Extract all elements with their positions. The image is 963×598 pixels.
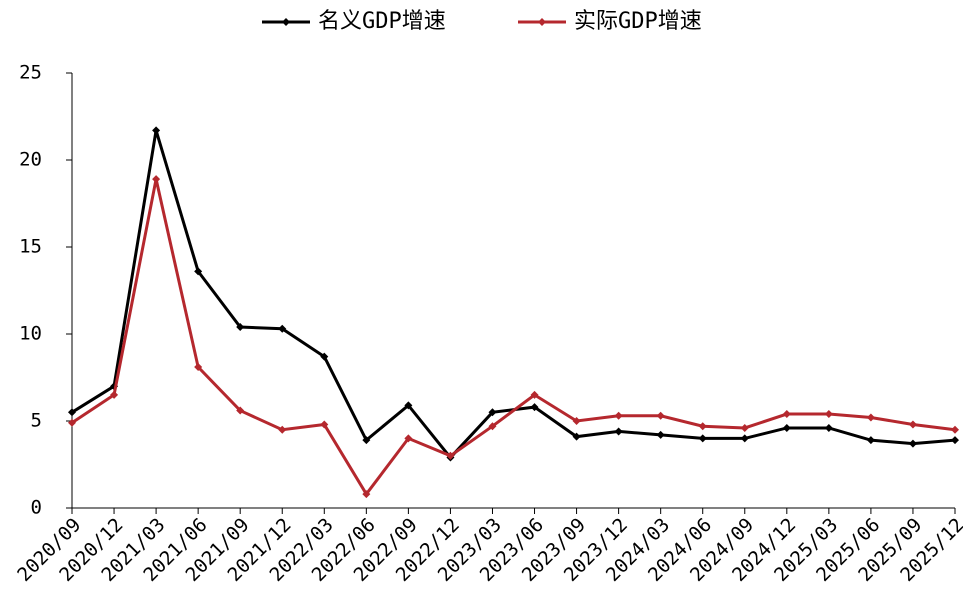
y-tick-label: 25	[19, 62, 42, 84]
point	[866, 413, 875, 422]
point	[572, 417, 581, 425]
point	[656, 411, 665, 420]
legend-label: 实际GDP增速	[574, 9, 702, 34]
legend-label: 名义GDP增速	[318, 9, 446, 34]
point	[530, 403, 539, 412]
point	[404, 434, 413, 443]
point	[951, 425, 959, 434]
point	[278, 425, 287, 434]
point	[110, 390, 119, 399]
point	[740, 423, 749, 432]
point	[152, 175, 161, 184]
point	[656, 430, 665, 439]
y-tick-label: 20	[19, 149, 42, 171]
y-tick-label: 15	[19, 236, 42, 258]
y-tick-label: 0	[31, 497, 42, 519]
point	[740, 434, 749, 443]
point	[446, 451, 455, 460]
point	[488, 422, 497, 431]
point	[572, 432, 581, 441]
point	[362, 490, 371, 499]
point	[236, 406, 245, 415]
legend-marker	[282, 18, 290, 26]
point	[530, 390, 539, 399]
point	[614, 427, 623, 436]
point	[824, 410, 833, 419]
point	[194, 267, 203, 276]
point	[866, 436, 875, 445]
series-line	[71, 178, 956, 497]
point	[320, 352, 329, 361]
point	[320, 420, 329, 429]
point	[152, 126, 161, 135]
y-tick-label: 10	[19, 323, 42, 345]
point	[278, 324, 287, 333]
legend-marker	[538, 18, 546, 26]
point	[698, 422, 707, 431]
point	[951, 436, 959, 445]
series-line	[71, 129, 956, 460]
point	[68, 418, 76, 427]
point	[782, 410, 791, 419]
point	[698, 434, 707, 443]
point	[236, 323, 245, 332]
point	[68, 408, 76, 417]
point	[614, 411, 623, 420]
point	[194, 363, 203, 372]
point	[824, 423, 833, 432]
point	[908, 420, 917, 429]
point	[782, 423, 791, 432]
point	[362, 436, 371, 445]
point	[908, 439, 917, 448]
point	[488, 408, 497, 417]
point	[404, 401, 413, 410]
y-tick-label: 5	[31, 410, 42, 432]
